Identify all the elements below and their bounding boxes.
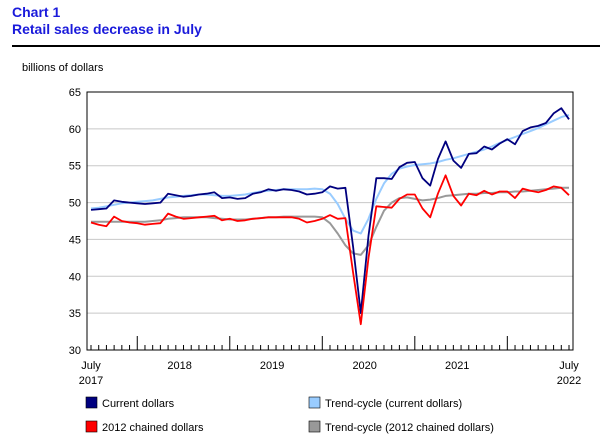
- series-line-chained-dollars: [90, 174, 570, 326]
- x-tick-label: 2020: [352, 360, 376, 372]
- gridlines: [87, 128, 573, 314]
- series-layer: [90, 107, 570, 326]
- legend-label-current-dollars: Current dollars: [102, 398, 175, 410]
- chart-header: Chart 1 Retail sales decrease in July: [12, 4, 600, 38]
- x-tick-sublabel: 2022: [557, 375, 581, 387]
- legend: Current dollars Trend-cycle (current dol…: [85, 396, 494, 434]
- legend-label-chained-dollars: 2012 chained dollars: [102, 422, 204, 434]
- chart-number: Chart 1: [12, 4, 61, 20]
- x-tick-sublabel: 2017: [79, 375, 103, 387]
- legend-label-trend-chained: Trend-cycle (2012 chained dollars): [325, 422, 494, 434]
- y-tick-label: 50: [69, 198, 81, 210]
- y-tick-label: 65: [69, 87, 81, 99]
- chart-title: Retail sales decrease in July: [12, 21, 202, 37]
- legend-swatch-chained-dollars: [85, 420, 98, 433]
- legend-item-trend-current: Trend-cycle (current dollars): [308, 396, 462, 410]
- legend-swatch-trend-chained: [308, 420, 321, 433]
- legend-item-current-dollars: Current dollars: [85, 396, 175, 410]
- y-axis-label: billions of dollars: [22, 62, 104, 74]
- legend-swatch-trend-current: [308, 396, 321, 409]
- x-tick-label: 2018: [167, 360, 191, 372]
- y-axis: 30 35 40 45 50 55 60 65: [69, 87, 81, 357]
- header-rule: [12, 45, 600, 47]
- legend-item-trend-chained: Trend-cycle (2012 chained dollars): [308, 420, 494, 434]
- series-line-trend-current: [90, 113, 570, 235]
- y-tick-label: 30: [69, 345, 81, 357]
- y-tick-label: 45: [69, 234, 81, 246]
- y-tick-label: 55: [69, 161, 81, 173]
- y-tick-label: 60: [69, 124, 81, 136]
- legend-swatch-current-dollars: [85, 396, 98, 409]
- series-line-current-dollars: [90, 107, 570, 315]
- y-tick-label: 40: [69, 271, 81, 283]
- x-tick-label: 2019: [260, 360, 284, 372]
- x-tick-label: July: [81, 360, 101, 372]
- x-tick-label: 2021: [445, 360, 469, 372]
- legend-label-trend-current: Trend-cycle (current dollars): [325, 398, 462, 410]
- x-axis: July 2017 2018 2019 2020 2021 July 2022: [79, 336, 581, 387]
- legend-item-chained-dollars: 2012 chained dollars: [85, 420, 204, 434]
- x-tick-label: July: [559, 360, 579, 372]
- y-tick-label: 35: [69, 308, 81, 320]
